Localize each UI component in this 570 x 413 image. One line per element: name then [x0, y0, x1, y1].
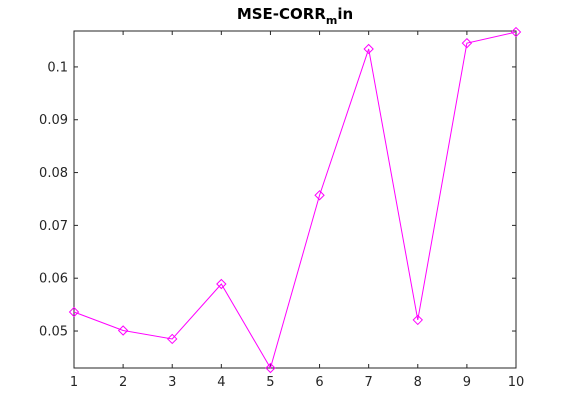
data-point-marker	[216, 278, 227, 290]
chart-title: MSE-CORRmin	[237, 5, 353, 27]
x-tick-label: 9	[463, 375, 471, 390]
data-point-marker	[167, 333, 178, 345]
y-tick-label: 0.09	[39, 113, 68, 128]
data-point-marker	[461, 37, 473, 49]
x-tick-label: 7	[365, 375, 373, 390]
chart-title-suffix: in	[337, 5, 353, 23]
x-tick-label: 3	[168, 375, 176, 390]
data-point-marker	[265, 362, 276, 374]
x-tick-label: 1	[70, 375, 78, 390]
data-point-marker	[363, 43, 374, 55]
y-tick-label: 0.05	[39, 325, 68, 340]
data-point-marker	[117, 325, 129, 336]
series-group	[68, 26, 522, 374]
axis-ticks	[73, 31, 517, 368]
y-tick-label: 0.06	[39, 272, 68, 287]
chart-title-subscript: m	[326, 14, 337, 27]
x-tick-labels: 1 2 3 4 5 6 7 8 9 10	[70, 375, 524, 390]
x-tick-label: 8	[414, 375, 422, 390]
chart-title-main: MSE-CORR	[237, 5, 327, 23]
data-point-marker	[510, 26, 522, 38]
x-tick-label: 4	[217, 375, 225, 390]
data-point-marker	[412, 314, 423, 326]
x-tick-label: 10	[508, 375, 525, 390]
x-tick-label: 2	[119, 375, 127, 390]
x-tick-label: 5	[266, 375, 274, 390]
data-point-marker	[68, 306, 80, 318]
y-tick-label: 0.07	[39, 219, 68, 234]
series-line	[73, 31, 517, 370]
plot-area	[73, 30, 517, 369]
x-tick-label: 6	[315, 375, 323, 390]
data-point-marker	[314, 190, 325, 201]
y-tick-label: 0.08	[39, 166, 68, 181]
y-tick-label: 0.1	[47, 60, 68, 75]
y-tick-labels: 0.05 0.06 0.07 0.08 0.09 0.1	[39, 60, 68, 339]
